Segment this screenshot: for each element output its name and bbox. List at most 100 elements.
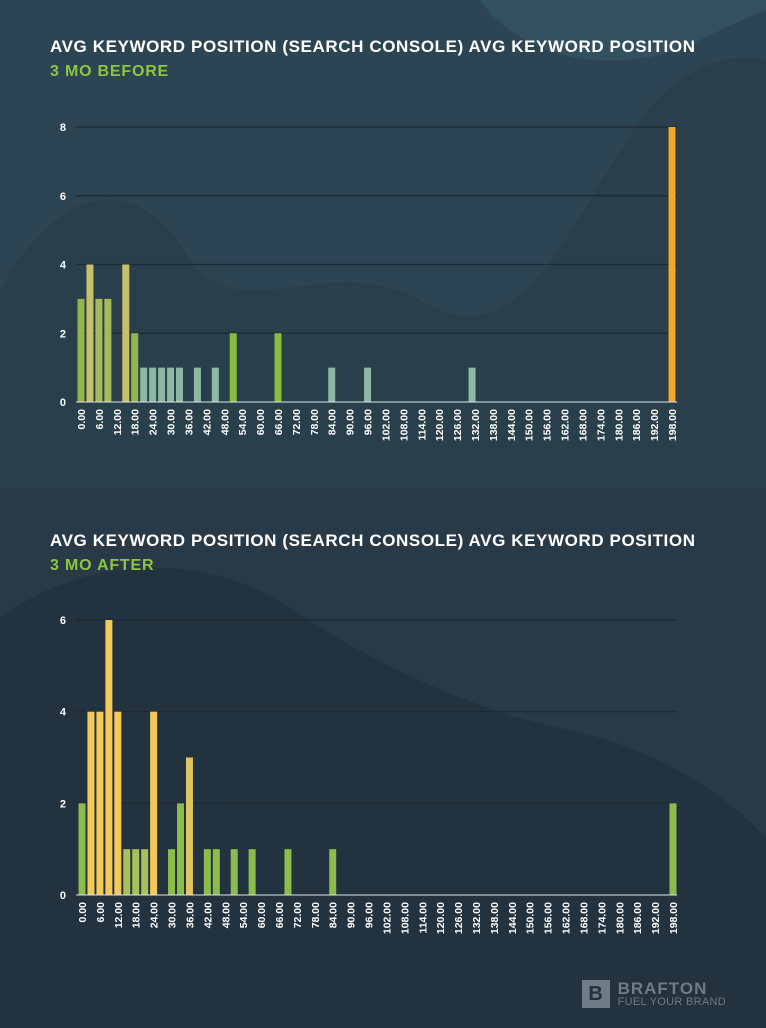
x-tick-label: 84.00 xyxy=(327,409,339,435)
x-tick-label: 66.00 xyxy=(274,902,286,928)
x-tick-label: 0.00 xyxy=(77,902,89,923)
bar xyxy=(364,367,372,402)
x-tick-label: 48.00 xyxy=(220,902,232,928)
y-tick-label: 4 xyxy=(60,707,67,719)
x-tick-label: 102.00 xyxy=(380,409,392,441)
bar xyxy=(158,367,166,402)
bar xyxy=(168,849,176,895)
bar xyxy=(122,264,130,402)
x-tick-label: 168.00 xyxy=(578,902,590,934)
x-tick-label: 114.00 xyxy=(416,409,428,441)
x-tick-label: 36.00 xyxy=(183,409,195,435)
bar xyxy=(668,127,676,402)
y-tick-label: 4 xyxy=(60,260,67,272)
bar xyxy=(329,849,337,895)
x-tick-label: 54.00 xyxy=(237,409,249,435)
x-tick-label: 132.00 xyxy=(471,902,483,934)
x-tick-label: 150.00 xyxy=(524,409,536,441)
logo-text: BRAFTON FUEL YOUR BRAND xyxy=(618,980,726,1008)
x-tick-label: 18.00 xyxy=(130,409,142,435)
bar xyxy=(114,711,122,895)
bar xyxy=(78,803,86,895)
bar xyxy=(669,803,677,895)
bar xyxy=(131,333,139,402)
x-tick-label: 132.00 xyxy=(470,409,482,441)
x-tick-label: 162.00 xyxy=(560,409,572,441)
bar xyxy=(274,333,282,402)
x-tick-label: 180.00 xyxy=(613,409,625,441)
y-tick-label: 0 xyxy=(60,397,66,409)
bar xyxy=(185,757,193,895)
x-tick-label: 198.00 xyxy=(668,902,680,934)
x-tick-label: 36.00 xyxy=(184,902,196,928)
bar xyxy=(132,849,140,895)
x-tick-label: 156.00 xyxy=(543,902,555,934)
bar xyxy=(328,367,336,402)
x-tick-label: 24.00 xyxy=(149,902,161,928)
bar xyxy=(212,849,220,895)
logo-tagline: FUEL YOUR BRAND xyxy=(617,996,726,1008)
x-tick-label: 78.00 xyxy=(309,409,321,435)
x-tick-label: 120.00 xyxy=(434,409,446,441)
bar xyxy=(167,367,175,402)
x-tick-label: 54.00 xyxy=(238,902,250,928)
x-tick-label: 108.00 xyxy=(399,902,411,934)
x-tick-label: 18.00 xyxy=(131,902,143,928)
bar xyxy=(229,333,237,402)
x-tick-label: 144.00 xyxy=(506,409,518,441)
x-tick-label: 108.00 xyxy=(398,409,410,441)
bar xyxy=(123,849,131,895)
x-tick-label: 90.00 xyxy=(345,409,357,435)
bar xyxy=(86,264,94,402)
bar xyxy=(193,367,201,402)
x-tick-label: 192.00 xyxy=(649,409,661,441)
x-tick-label: 156.00 xyxy=(542,409,554,441)
x-tick-label: 0.00 xyxy=(76,409,88,430)
y-tick-label: 8 xyxy=(60,122,66,134)
x-tick-label: 168.00 xyxy=(577,409,589,441)
chart-title: AVG KEYWORD POSITION (SEARCH CONSOLE) AV… xyxy=(50,37,696,56)
x-tick-label: 186.00 xyxy=(631,409,643,441)
bar xyxy=(203,849,211,895)
x-tick-label: 84.00 xyxy=(328,902,340,928)
bar xyxy=(141,849,149,895)
bar xyxy=(96,711,104,895)
bar xyxy=(177,803,184,895)
x-tick-label: 96.00 xyxy=(363,409,375,435)
x-tick-label: 162.00 xyxy=(561,902,573,934)
bar xyxy=(211,367,219,402)
x-tick-label: 12.00 xyxy=(112,409,124,435)
y-tick-label: 2 xyxy=(60,328,66,340)
chart-title: AVG KEYWORD POSITION (SEARCH CONSOLE) AV… xyxy=(50,531,696,550)
brafton-logo: B BRAFTON FUEL YOUR BRAND xyxy=(581,980,726,1008)
x-tick-label: 126.00 xyxy=(452,409,464,441)
x-tick-label: 48.00 xyxy=(219,409,231,435)
x-tick-label: 144.00 xyxy=(507,902,519,934)
y-tick-label: 6 xyxy=(60,191,66,203)
x-tick-label: 198.00 xyxy=(667,409,679,441)
x-tick-label: 180.00 xyxy=(614,902,626,934)
x-tick-label: 174.00 xyxy=(595,409,607,441)
x-tick-label: 192.00 xyxy=(650,902,662,934)
x-tick-label: 138.00 xyxy=(488,409,500,441)
x-tick-label: 12.00 xyxy=(113,902,125,928)
bar xyxy=(284,849,292,895)
x-tick-label: 102.00 xyxy=(381,902,393,934)
x-tick-label: 24.00 xyxy=(148,409,160,435)
x-tick-label: 138.00 xyxy=(489,902,501,934)
bar xyxy=(149,367,157,402)
x-tick-label: 96.00 xyxy=(364,902,376,928)
logo-name: BRAFTON xyxy=(617,979,708,998)
x-tick-label: 114.00 xyxy=(417,902,429,934)
y-tick-label: 6 xyxy=(60,615,66,627)
x-tick-label: 174.00 xyxy=(596,902,608,934)
before-panel: AVG KEYWORD POSITION (SEARCH CONSOLE) AV… xyxy=(0,0,766,488)
x-tick-label: 150.00 xyxy=(525,902,537,934)
x-tick-label: 72.00 xyxy=(291,409,303,435)
x-tick-label: 6.00 xyxy=(94,409,106,430)
x-tick-label: 30.00 xyxy=(166,409,178,435)
bar xyxy=(230,849,238,895)
y-tick-label: 2 xyxy=(60,798,66,810)
chart-subtitle: 3 MO AFTER xyxy=(50,557,155,574)
